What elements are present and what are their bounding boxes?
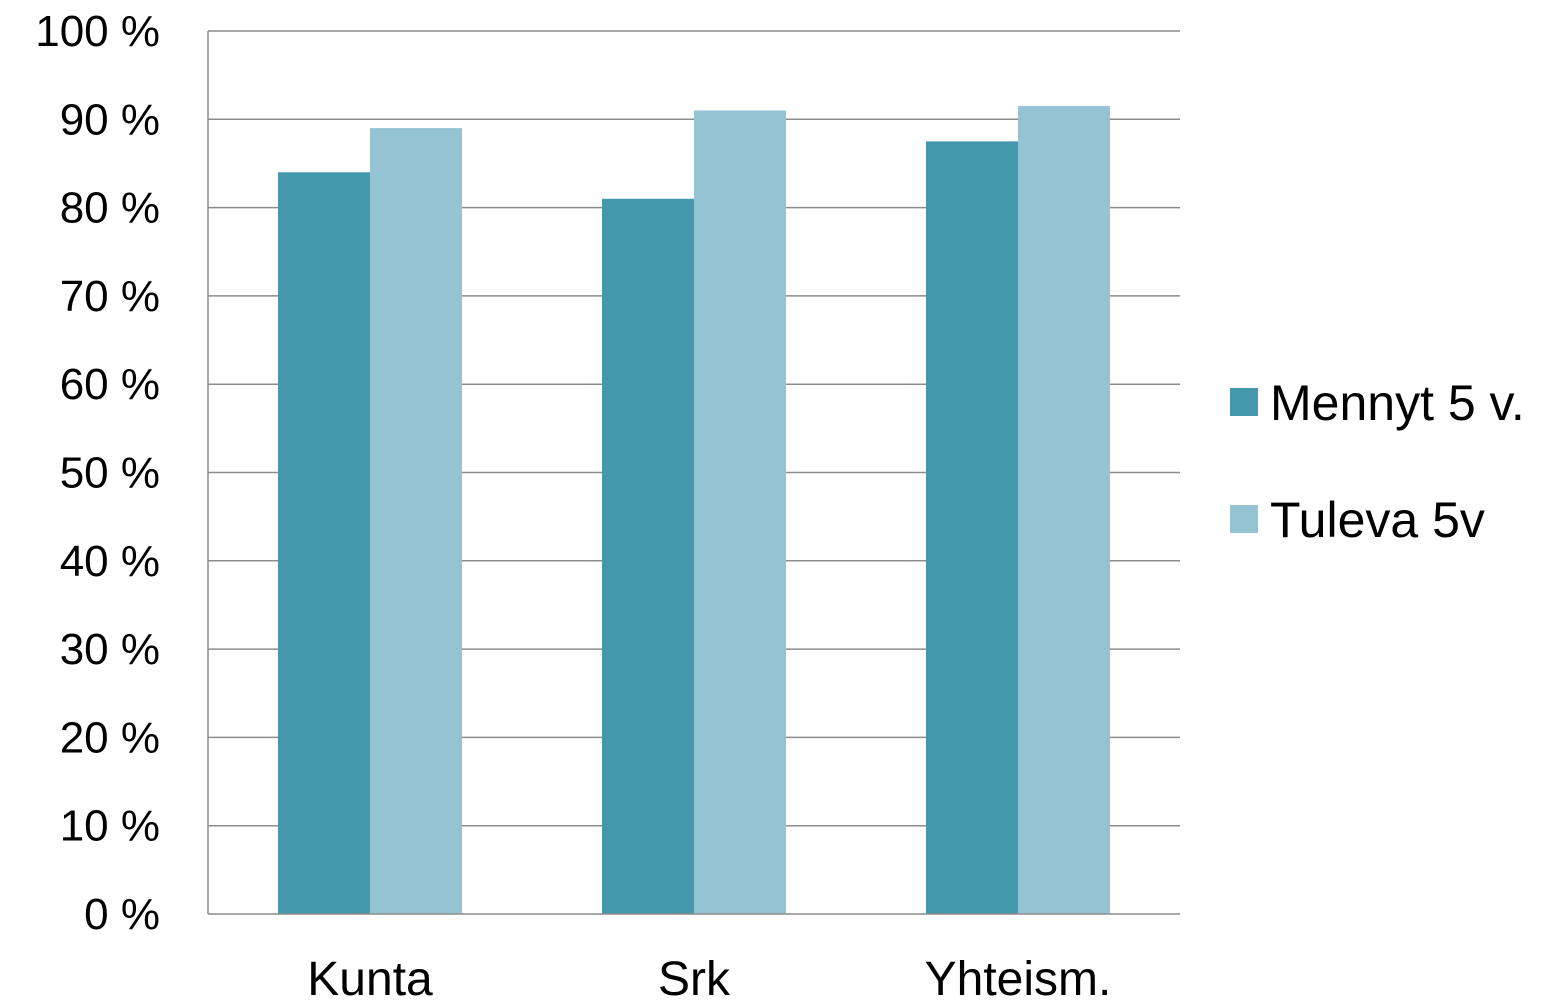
y-tick-label: 70 % — [60, 272, 160, 321]
axes — [207, 31, 1180, 915]
bar-tuleva-2 — [1018, 106, 1110, 915]
legend-label: Tuleva 5v — [1270, 492, 1485, 548]
y-tick-label: 0 % — [84, 890, 160, 939]
y-tick-label: 30 % — [60, 625, 160, 674]
y-tick-label: 20 % — [60, 713, 160, 762]
bar-mennyt-0 — [278, 172, 370, 914]
x-category-label: Kunta — [307, 953, 433, 1001]
legend-swatch — [1230, 388, 1258, 416]
legend: Mennyt 5 v. Tuleva 5v — [1230, 375, 1525, 548]
y-tick-label: 100 % — [35, 7, 160, 56]
y-tick-label: 80 % — [60, 184, 160, 233]
x-category-label: Yhteism. — [925, 953, 1112, 1001]
y-tick-label: 10 % — [60, 802, 160, 851]
y-tick-label: 50 % — [60, 449, 160, 498]
x-axis-category-labels: Kunta Srk Yhteism. — [307, 953, 1111, 1001]
y-axis-tick-labels: 0 % 10 % 20 % 30 % 40 % 50 % 60 % 70 % 80 % 90 % 1… — [35, 7, 160, 939]
bar-tuleva-1 — [694, 110, 786, 915]
y-tick-label: 40 % — [60, 537, 160, 586]
bar-mennyt-2 — [926, 141, 1018, 914]
bar-tuleva-0 — [370, 128, 462, 914]
legend-label: Mennyt 5 v. — [1270, 375, 1525, 431]
y-tick-label: 90 % — [60, 95, 160, 144]
y-tick-label: 60 % — [60, 360, 160, 409]
legend-swatch — [1230, 505, 1258, 533]
bars — [278, 106, 1110, 915]
x-category-label: Srk — [658, 953, 731, 1001]
bar-mennyt-1 — [602, 198, 694, 914]
